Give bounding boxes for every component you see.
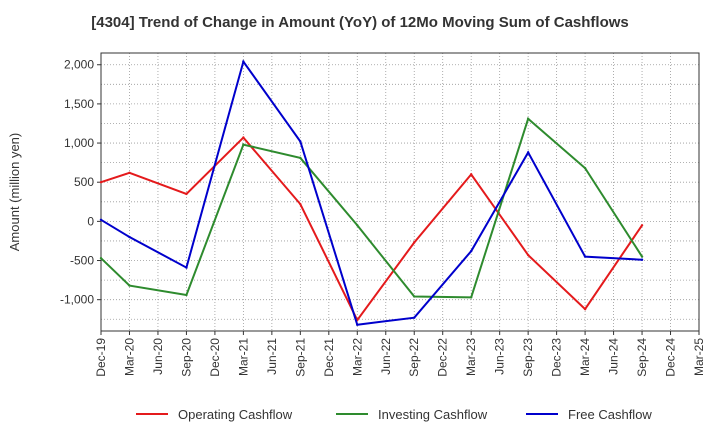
x-tick-label: Sep-23: [521, 338, 535, 377]
data-point: [299, 140, 302, 143]
data-point: [99, 256, 103, 260]
x-tick-label: Mar-23: [464, 338, 478, 376]
x-tick-label: Sep-22: [407, 338, 421, 377]
x-tick-label: Jun-24: [607, 338, 621, 375]
y-tick-label: 1,500: [64, 97, 94, 111]
grid-lines: [100, 53, 700, 331]
y-tick-label: -1,000: [60, 293, 94, 307]
data-point: [128, 284, 131, 287]
legend-label: Operating Cashflow: [178, 407, 293, 422]
x-tick-label: Mar-24: [578, 338, 592, 376]
data-point: [128, 171, 131, 175]
data-point: [128, 235, 131, 239]
data-point: [413, 316, 416, 319]
series-line-investing-cashflow: [100, 117, 643, 299]
y-tick-label: 2,000: [64, 58, 94, 72]
data-point: [242, 143, 245, 146]
data-point: [242, 136, 245, 139]
data-point: [356, 224, 359, 227]
data-point: [185, 266, 188, 269]
y-tick-label: 500: [74, 175, 94, 189]
x-tick-label: Mar-20: [122, 338, 136, 376]
x-tick-label: Sep-20: [179, 338, 193, 377]
x-tick-label: Dec-22: [436, 338, 450, 377]
data-point: [356, 323, 359, 326]
data-point: [469, 173, 473, 176]
data-point: [299, 156, 302, 160]
x-tick-label: Dec-21: [322, 338, 336, 377]
data-point: [640, 224, 644, 227]
x-tick-label: Dec-24: [664, 338, 678, 377]
series-lines: [99, 59, 644, 326]
x-tick-label: Jun-20: [151, 338, 165, 375]
data-point: [583, 307, 587, 311]
y-axis-ticks: 2,000 1,500 1,000 500 0 -500 -1,000: [60, 58, 101, 307]
y-axis-label: Amount (million yen): [7, 133, 22, 252]
legend: Operating Cashflow Investing Cashflow Free…: [136, 407, 652, 422]
data-point: [583, 166, 587, 170]
data-point: [242, 60, 245, 63]
x-tick-label: Jun-22: [379, 338, 393, 375]
y-tick-label: 1,000: [64, 136, 94, 150]
data-point: [413, 295, 416, 298]
x-tick-label: Sep-24: [635, 338, 649, 377]
data-point: [469, 296, 473, 299]
x-axis-ticks: Dec-19 Mar-20 Jun-20 Sep-20 Dec-20 Mar-21 Jun-…: [94, 331, 706, 377]
data-point: [640, 255, 644, 258]
legend-label: Free Cashflow: [568, 407, 652, 422]
data-point: [526, 253, 530, 257]
chart-title: [4304] Trend of Change in Amount (YoY) o…: [91, 14, 629, 31]
x-tick-label: Dec-23: [550, 338, 564, 377]
data-point: [299, 202, 302, 206]
data-point: [99, 218, 103, 221]
y-tick-label: 0: [87, 214, 94, 228]
data-point: [413, 241, 416, 244]
series-line-operating-cashflow: [100, 136, 643, 322]
x-tick-label: Sep-21: [293, 338, 307, 377]
data-point: [526, 117, 530, 120]
plot-area-frame: [100, 52, 700, 332]
x-tick-label: Jun-23: [493, 338, 507, 375]
data-point: [640, 258, 644, 261]
data-point: [185, 192, 188, 196]
data-point: [99, 181, 103, 184]
y-tick-label: -500: [70, 254, 94, 268]
legend-label: Investing Cashflow: [378, 407, 488, 422]
data-point: [469, 249, 473, 253]
x-tick-label: Jun-21: [265, 338, 279, 375]
x-tick-label: Mar-21: [236, 338, 250, 376]
x-tick-label: Dec-19: [94, 338, 108, 377]
x-tick-label: Mar-22: [350, 338, 364, 376]
data-point: [583, 255, 587, 258]
data-point: [185, 293, 188, 297]
data-point: [526, 151, 530, 154]
x-tick-label: Dec-20: [208, 338, 222, 377]
x-tick-label: Mar-25: [692, 338, 706, 376]
